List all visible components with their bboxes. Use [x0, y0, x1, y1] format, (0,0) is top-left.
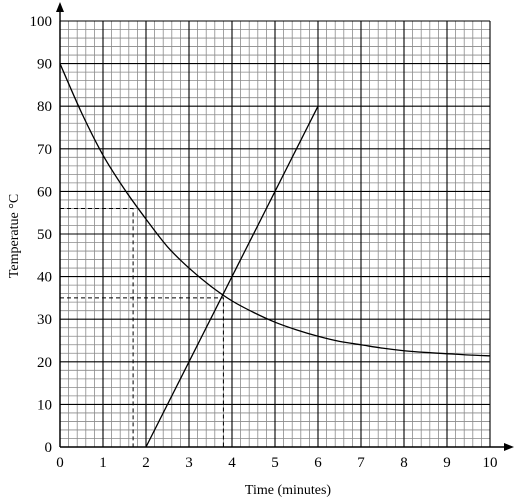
- y-tick-label: 80: [37, 99, 52, 115]
- y-tick-label: 0: [45, 440, 53, 456]
- y-tick-labels: 0 10 20 30 40 50 60 70 80 90 100: [30, 14, 53, 456]
- x-tick-label: 4: [228, 455, 236, 471]
- x-tick-label: 0: [56, 455, 64, 471]
- x-tick-labels: 0 1 2 3 4 5 6 7 8 9 10: [56, 455, 497, 471]
- x-tick-label: 7: [357, 455, 365, 471]
- x-tick-label: 2: [142, 455, 150, 471]
- y-axis-arrow-icon: [56, 2, 64, 12]
- series-line-2: [145, 105, 319, 448]
- x-tick-label: 3: [185, 455, 193, 471]
- y-tick-label: 50: [37, 227, 52, 243]
- major-grid: [59, 20, 491, 448]
- series-lines: [59, 63, 491, 448]
- x-tick-label: 10: [483, 455, 498, 471]
- y-tick-label: 90: [37, 57, 52, 73]
- y-tick-label: 30: [37, 312, 52, 328]
- x-tick-label: 8: [400, 455, 408, 471]
- y-tick-label: 70: [37, 142, 52, 158]
- y-tick-label: 60: [37, 184, 52, 200]
- y-tick-label: 40: [37, 270, 52, 286]
- y-tick-label: 20: [37, 355, 52, 371]
- x-tick-label: 9: [443, 455, 451, 471]
- x-tick-label: 6: [314, 455, 322, 471]
- y-tick-label: 10: [37, 397, 52, 413]
- y-axis-title: Temperatue °C: [7, 194, 22, 278]
- x-tick-label: 5: [271, 455, 279, 471]
- y-tick-label: 100: [30, 14, 53, 30]
- guide-line: [60, 297, 224, 447]
- guide-lines: [60, 207, 224, 447]
- guide-line: [60, 207, 134, 447]
- x-axis-title: Time (minutes): [245, 483, 332, 498]
- x-axis-arrow-icon: [504, 443, 514, 451]
- series-line-1: [59, 63, 491, 357]
- axes: [56, 2, 514, 451]
- x-tick-label: 1: [99, 455, 107, 471]
